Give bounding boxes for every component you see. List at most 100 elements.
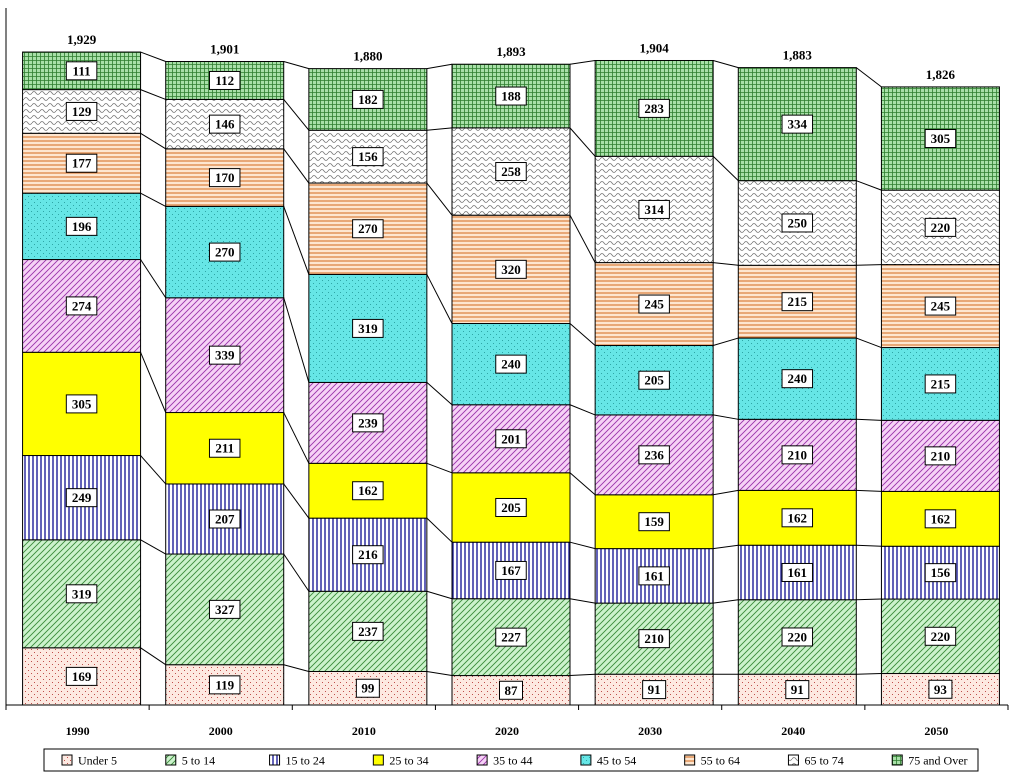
connector-line: [569, 214, 596, 263]
legend-label-75-and-over: 75 and Over: [908, 754, 967, 768]
connector-line: [855, 67, 882, 88]
value-label-75-and-over-2050: 305: [931, 131, 951, 146]
connector-line: [713, 60, 739, 69]
value-label-45-to-54-2000: 270: [215, 245, 235, 260]
connector-line: [856, 673, 882, 675]
connector-line: [713, 544, 739, 550]
value-label-box: [781, 445, 814, 465]
legend-swatch-35-to-44: [476, 754, 488, 766]
value-label-box: [642, 680, 667, 700]
value-label-25-to-34-2010: 162: [358, 483, 378, 498]
legend-label-35-to-44: 35 to 44: [493, 754, 532, 768]
value-label-box: [65, 488, 98, 508]
value-label-35-to-44-2000: 339: [215, 348, 235, 363]
value-label-box: [208, 114, 241, 134]
value-label-box: [781, 508, 814, 528]
value-label-box: [208, 675, 241, 695]
total-label-2010: 1,880: [353, 49, 382, 64]
connector-line: [569, 472, 596, 496]
value-label-15-to-24-2010: 216: [358, 547, 378, 562]
value-label-box: [495, 497, 527, 517]
connector-line: [426, 590, 453, 600]
x-tick-label-2020: 2020: [495, 724, 519, 738]
value-label-box: [208, 70, 241, 90]
value-label-15-to-24-2040: 161: [788, 565, 808, 580]
value-labels: 169 319 249 305 274 196 177 129 111 1,929 119 327 20…: [65, 32, 957, 700]
value-label-15-to-24-2050: 156: [931, 565, 951, 580]
value-label-box: [924, 626, 957, 646]
bar-segment-55-to-64-2000: [165, 148, 285, 207]
connector-line: [856, 418, 882, 421]
value-label-under-5-2040: 91: [791, 682, 804, 697]
connector-line: [426, 182, 453, 216]
connector-line: [283, 61, 309, 70]
connector-line: [713, 599, 739, 604]
value-label-box: [208, 345, 241, 365]
connector-line: [426, 63, 453, 70]
value-label-45-to-54-1990: 196: [72, 219, 92, 234]
value-label-box: [495, 162, 527, 182]
value-label-box: [65, 101, 98, 121]
x-tick-label-2050: 2050: [924, 724, 948, 738]
value-label-box: [495, 429, 527, 449]
value-label-box: [352, 545, 384, 565]
connector-line: [569, 60, 596, 65]
connector-line: [140, 539, 166, 555]
value-label-65-to-74-2010: 156: [358, 149, 378, 164]
value-label-55-to-64-2040: 215: [788, 294, 808, 309]
value-label-box: [638, 445, 670, 465]
x-tick-label-2000: 2000: [209, 724, 233, 738]
value-label-55-to-64-2000: 170: [215, 170, 235, 185]
value-label-65-to-74-2000: 146: [215, 117, 235, 132]
legend-swatch-15-to-24: [269, 754, 281, 766]
connector-line: [140, 647, 166, 666]
value-label-box: [781, 292, 814, 312]
total-label-2040: 1,883: [783, 48, 813, 63]
value-label-25-to-34-2000: 211: [215, 441, 234, 456]
connector-line: [140, 51, 166, 62]
connector-line: [569, 323, 596, 346]
total-label-2030: 1,904: [640, 40, 670, 55]
value-label-box: [352, 147, 384, 167]
value-label-5-to-14-2000: 327: [215, 602, 235, 617]
value-label-box: [924, 217, 957, 237]
value-label-box: [355, 678, 380, 698]
value-label-under-5-2020: 87: [505, 683, 519, 698]
connector-line: [283, 297, 310, 383]
connector-line: [283, 483, 310, 519]
total-label-2000: 1,901: [210, 42, 239, 57]
value-label-5-to-14-2010: 237: [358, 624, 378, 639]
value-label-under-5-2050: 93: [934, 682, 948, 697]
connector-line: [140, 89, 166, 100]
value-label-box: [65, 394, 98, 414]
value-label-box: [208, 599, 241, 619]
value-label-5-to-14-2050: 220: [931, 629, 951, 644]
value-label-box: [352, 621, 384, 641]
value-label-box: [928, 679, 953, 699]
legend: Under 5 5 to 14 15 to 24 25 to 34 35 to 44 45…: [43, 748, 979, 772]
connector-line: [426, 127, 453, 131]
value-label-box: [638, 512, 670, 532]
value-label-35-to-44-1990: 274: [72, 298, 92, 313]
legend-swatch-under-5: [61, 754, 73, 766]
connector-line: [140, 352, 167, 413]
value-label-25-to-34-2040: 162: [788, 510, 808, 525]
value-label-box: [781, 562, 814, 582]
value-label-35-to-44-2020: 201: [501, 431, 521, 446]
value-label-box: [638, 294, 670, 314]
value-label-under-5-2000: 119: [215, 677, 234, 692]
connector-line: [426, 670, 453, 677]
connector-line: [569, 404, 596, 416]
value-label-75-and-over-2010: 182: [358, 92, 378, 107]
value-label-box: [352, 413, 384, 433]
bar-segment-45-to-54-2050: [880, 347, 1000, 421]
connector-line: [140, 132, 166, 150]
value-label-box: [65, 216, 98, 236]
connector-line: [426, 382, 453, 406]
value-label-box: [65, 296, 98, 316]
connector-line: [283, 99, 310, 131]
value-label-box: [924, 374, 957, 394]
connector-line: [140, 192, 166, 207]
value-label-65-to-74-1990: 129: [72, 104, 92, 119]
